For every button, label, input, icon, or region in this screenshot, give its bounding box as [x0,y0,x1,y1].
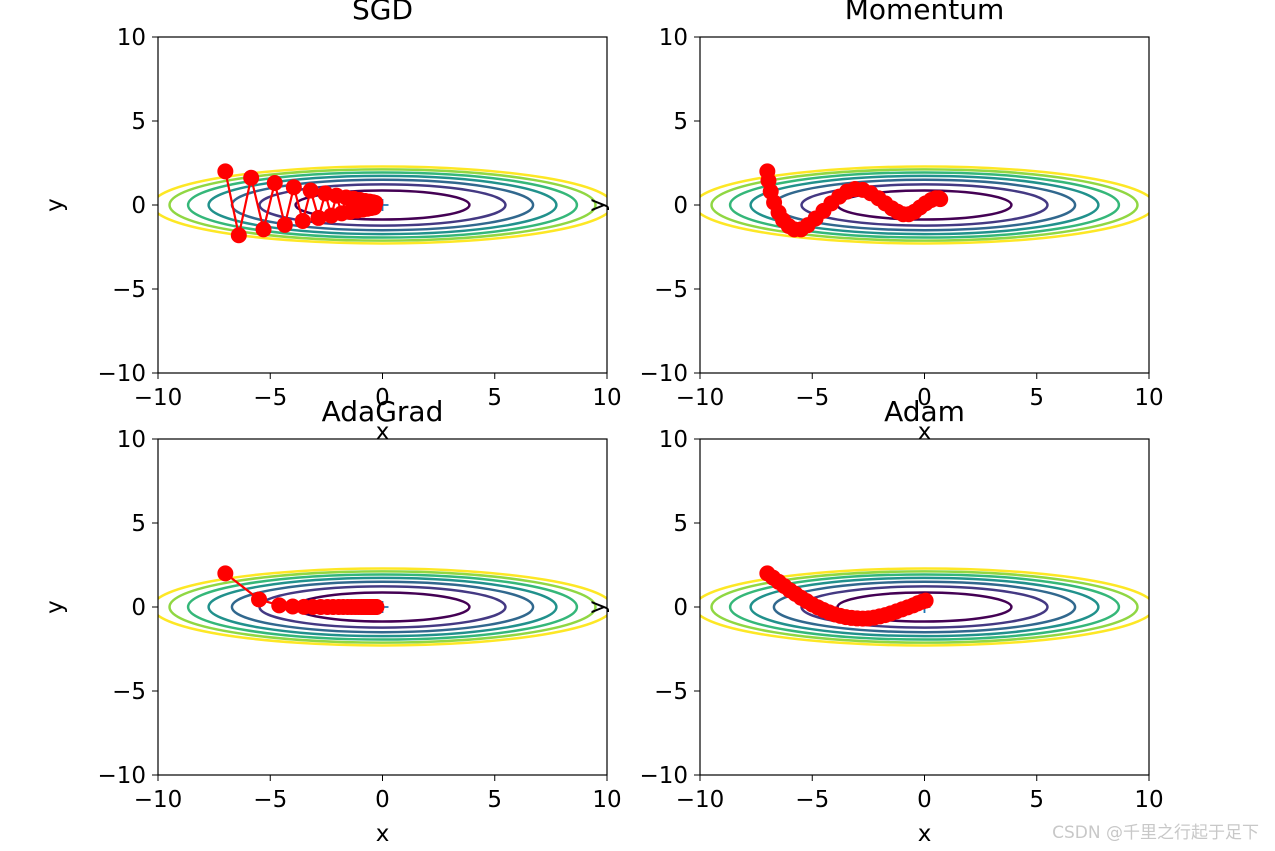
y-tick-label: 5 [673,511,688,537]
y-tick-label: 10 [659,427,688,453]
x-tick-label: −5 [795,385,829,411]
subplot-title: Adam [884,395,965,428]
contour-line [700,567,1149,647]
path-point [230,227,247,244]
x-tick-label: 10 [1134,787,1163,813]
path-point [255,221,272,238]
plot-area [158,163,607,245]
contour-line [186,171,579,239]
path-point [917,592,934,609]
y-tick-label: −10 [97,763,146,789]
x-tick-label: −10 [676,385,725,411]
path-point [294,212,311,229]
x-tick-label: −5 [253,385,287,411]
y-tick-label: 10 [659,25,688,51]
contour-line [258,183,507,227]
x-tick-label: −5 [795,787,829,813]
contour-line [710,570,1139,644]
contour-line [158,567,607,647]
path-point [310,209,327,226]
contour-line [168,570,597,644]
y-tick-label: −5 [654,679,688,705]
contour-line [710,168,1139,242]
path-point [285,179,302,196]
y-tick-label: −10 [639,763,688,789]
x-tick-label: 5 [487,385,502,411]
x-tick-label: 0 [917,787,932,813]
path-point [266,174,283,191]
path-point [243,169,260,186]
x-tick-label: −10 [676,787,725,813]
x-tick-label: 10 [1134,385,1163,411]
y-tick-label: −10 [639,361,688,387]
x-tick-label: 10 [592,385,621,411]
x-tick-label: −10 [134,787,183,813]
contour-line [168,168,597,242]
x-tick-label: −5 [253,787,287,813]
y-tick-label: 0 [131,595,146,621]
contour-line [728,171,1121,239]
x-tick-label: 5 [487,787,502,813]
contour-line [158,165,607,245]
x-tick-label: 10 [592,787,621,813]
subplot-title: SGD [352,0,413,26]
x-axis-label: x [918,821,932,847]
y-tick-label: −5 [112,679,146,705]
contour-line [728,573,1121,641]
y-tick-label: 5 [131,109,146,135]
x-tick-label: 0 [375,385,390,411]
subplot-adagrad: −10 −5 0 5 10 −10 −5 0 5 10 x y AdaGrad [42,395,622,847]
path-point [271,597,288,614]
path-point [217,565,234,582]
x-tick-label: 0 [375,787,390,813]
path-point [276,216,293,233]
contour-line [749,576,1100,638]
y-tick-label: −5 [112,277,146,303]
y-tick-label: 0 [131,193,146,219]
x-tick-label: 5 [1029,385,1044,411]
y-tick-label: 5 [131,511,146,537]
x-tick-label: −10 [134,385,183,411]
x-tick-label: 5 [1029,787,1044,813]
contour-line [700,165,1149,245]
contour-line [230,580,535,634]
path-point [368,599,385,615]
contour-line [800,183,1049,227]
contour-line [186,573,579,641]
x-tick-label: 0 [917,385,932,411]
y-tick-label: −10 [97,361,146,387]
watermark: CSDN @千里之行起于足下 [1052,823,1259,843]
y-tick-label: 5 [673,109,688,135]
y-axis-label: y [42,198,68,212]
plot-area [158,565,607,647]
path-point [284,598,301,615]
y-tick-label: −5 [654,277,688,303]
path-point [302,182,319,199]
contour-line [294,189,471,221]
subplot-title: AdaGrad [322,395,444,428]
y-tick-label: 10 [117,427,146,453]
path-point [932,191,949,208]
y-tick-label: 0 [673,595,688,621]
subplot-title: Momentum [845,0,1005,26]
path-point [251,591,268,608]
y-axis-label: y [584,198,610,212]
contour-line [207,174,558,236]
y-tick-label: 0 [673,193,688,219]
contour-line [207,576,558,638]
path-point [217,163,234,180]
y-axis-label: y [42,600,68,614]
y-tick-label: 10 [117,25,146,51]
path-point [367,194,384,211]
contour-line [772,580,1077,634]
y-axis-label: y [584,600,610,614]
subplot-adam: −10 −5 0 5 10 −10 −5 0 5 10 x y Adam [584,395,1164,847]
plot-area [700,163,1149,245]
x-axis-label: x [376,821,390,847]
contour-line [749,174,1100,236]
plot-area [700,565,1149,647]
